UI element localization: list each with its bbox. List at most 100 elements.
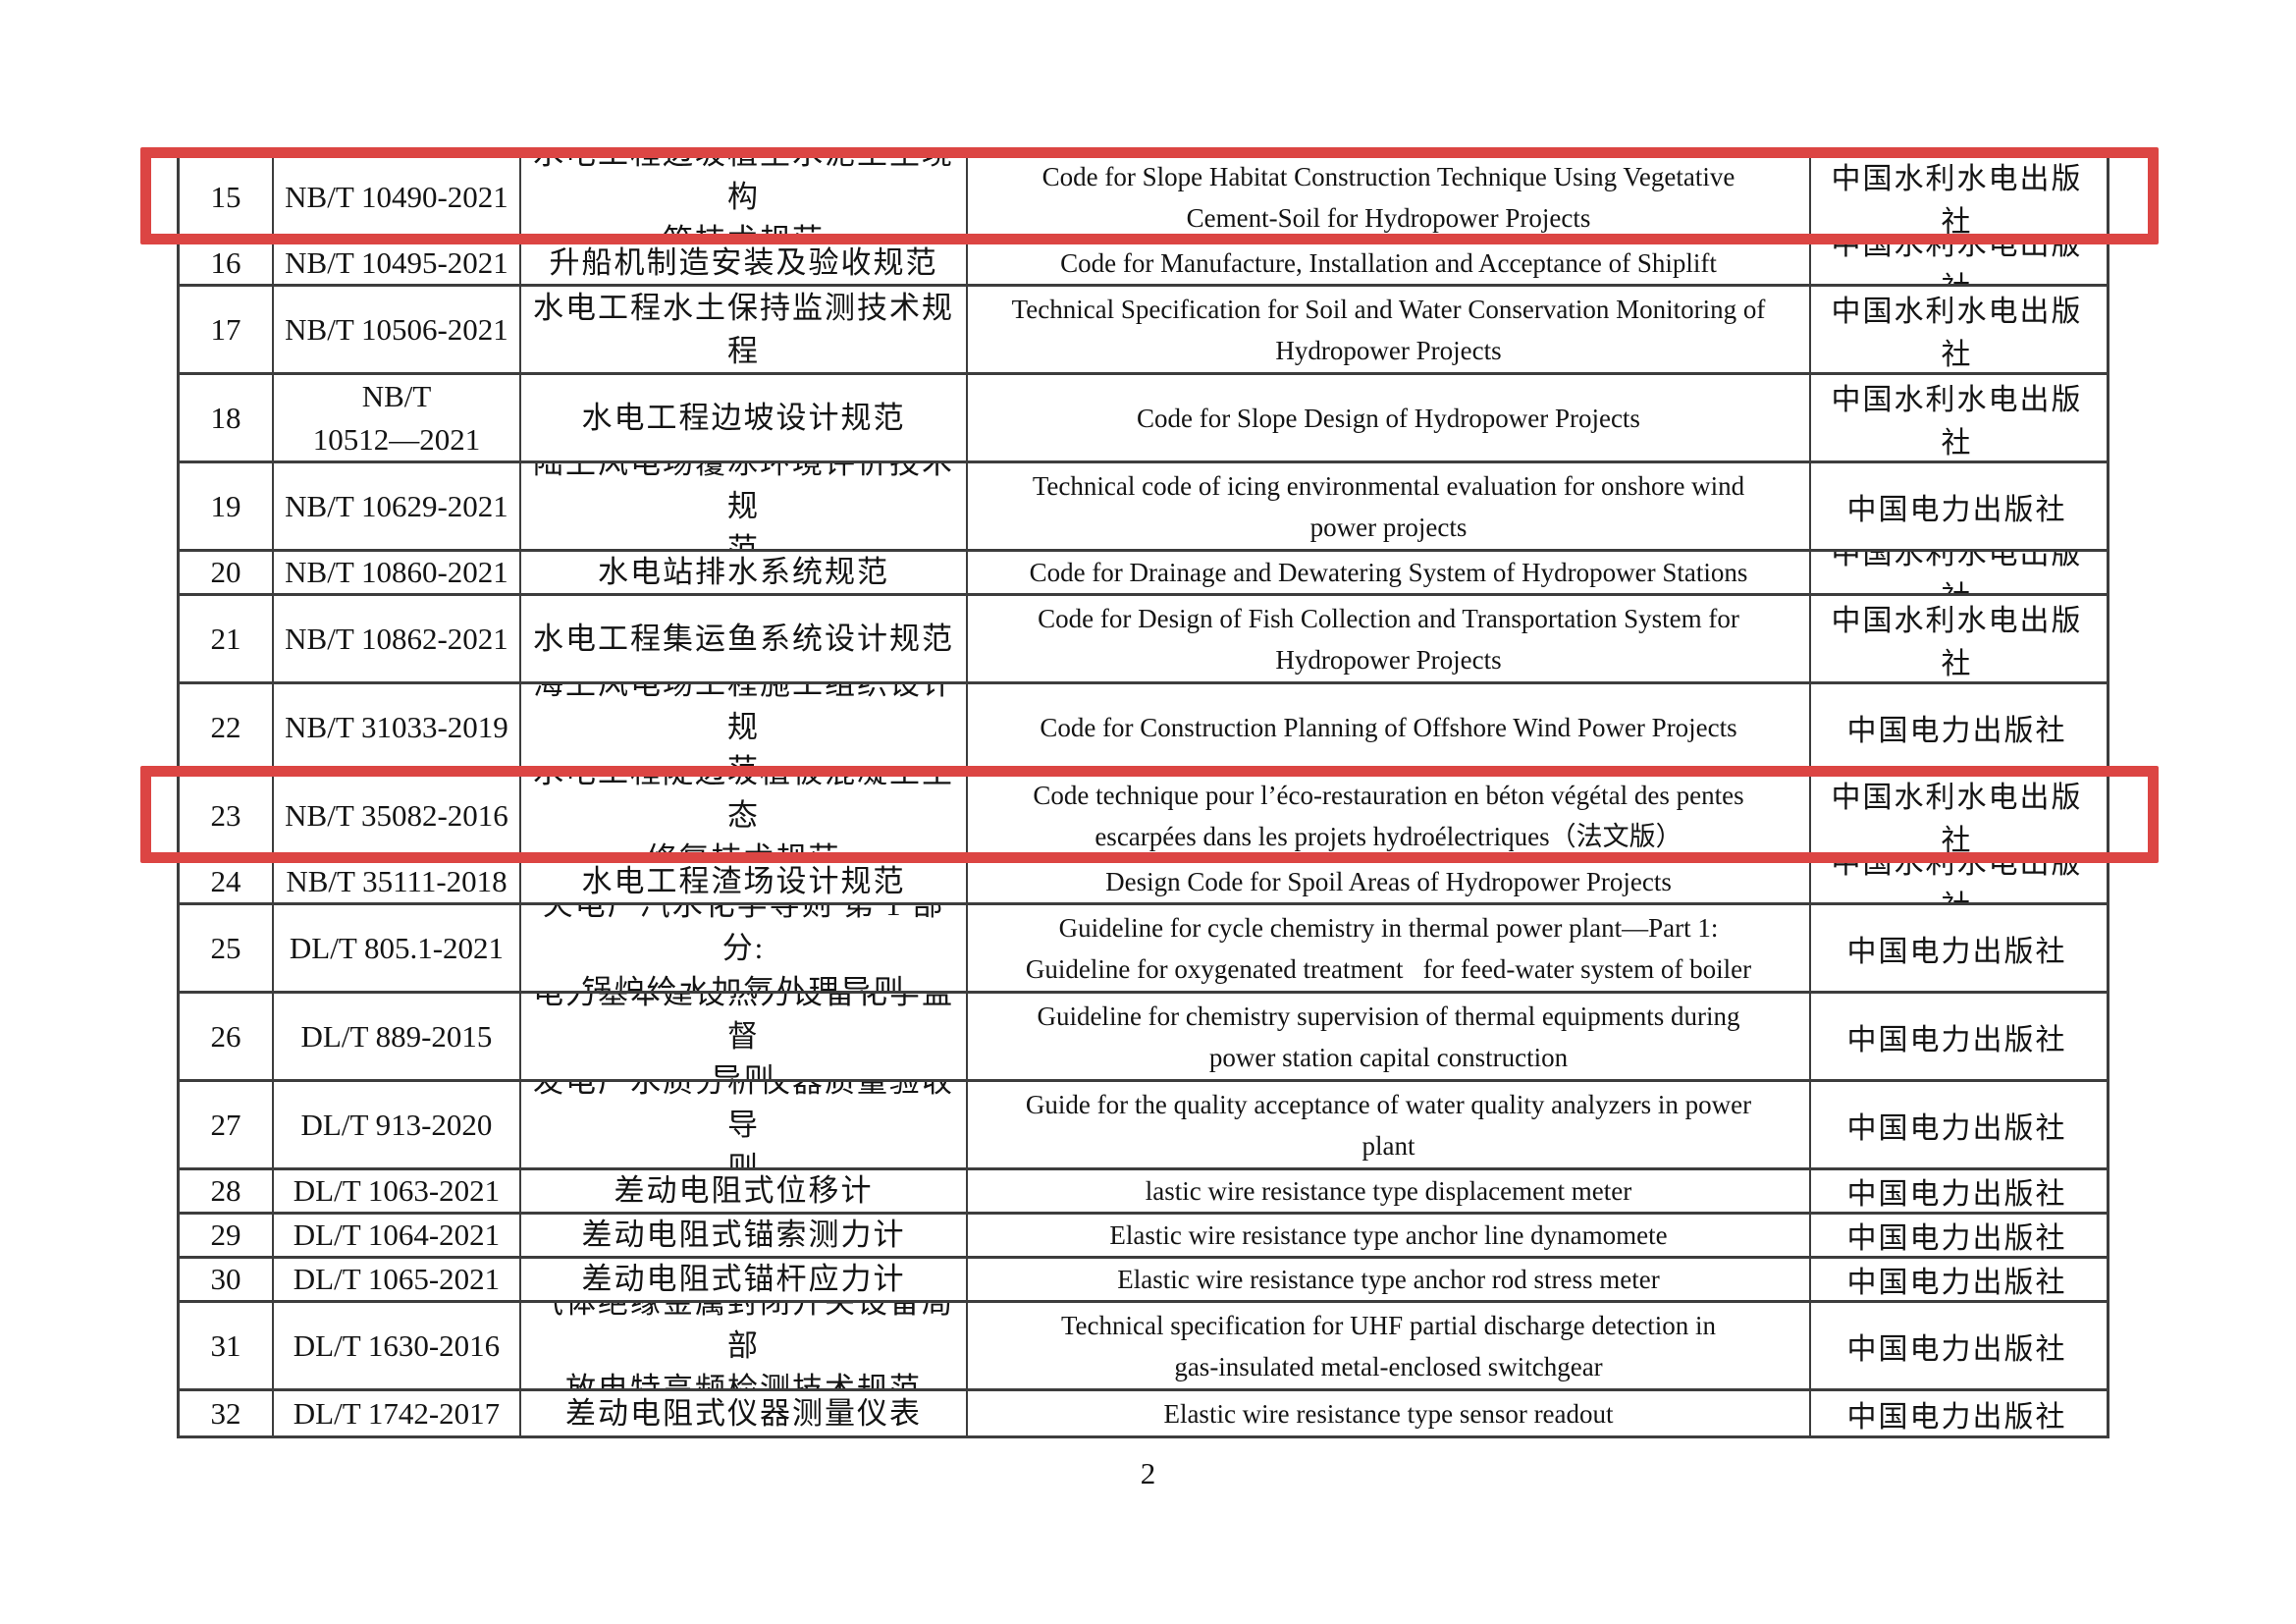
cell-title-english: Technical code of icing environmental ev… (968, 463, 1811, 549)
cell-number: 28 (180, 1170, 274, 1212)
cell-standard-code-line: NB/T 10490-2021 (285, 179, 508, 214)
cell-title-chinese-line: 发电厂水质分析仪器质量验收导 (533, 1082, 952, 1142)
cell-standard-code: NB/T 35082-2016 (274, 773, 521, 858)
cell-title-english-line: Design Code for Spoil Areas of Hydropowe… (1105, 867, 1672, 896)
cell-publisher: 中国水利水电出版社 (1811, 596, 2103, 681)
cell-number-line: 26 (210, 1018, 241, 1054)
cell-publisher-line: 中国电力出版社 (1846, 1111, 2067, 1145)
cell-title-english-line: Guideline for oxygenated treatment for f… (1025, 953, 1752, 984)
cell-title-english-line: Elastic wire resistance type anchor rod … (1117, 1265, 1660, 1294)
cell-number: 22 (180, 684, 274, 770)
cell-standard-code: DL/T 1065-2021 (274, 1259, 521, 1300)
table-row: 32 DL/T 1742-2017 差动电阻式仪器测量仪表 Elastic wire … (180, 1391, 2107, 1435)
cell-title-english: Elastic wire resistance type anchor line… (968, 1215, 1811, 1256)
table-row: 16 NB/T 10495-2021 升船机制造安装及验收规范 Code for Ma… (180, 243, 2107, 287)
cell-title-chinese-line: 气体绝缘金属封闭开关设备局部 (533, 1303, 952, 1363)
cell-publisher-line: 中国电力出版社 (1846, 1267, 2067, 1299)
cell-title-english: Code for Slope Habitat Construction Tech… (968, 154, 1811, 240)
cell-publisher: 中国电力出版社 (1811, 463, 2103, 549)
cell-publisher: 中国水利水电出版社 (1811, 375, 2103, 460)
cell-number: 24 (180, 861, 274, 902)
cell-title-chinese: 火电厂汽水化学导则 第 1 部分: 锅炉给水加氧处理导则 (521, 905, 968, 991)
cell-title-chinese: 水电工程陡边坡植被混凝土生态修复技术规范 (521, 773, 968, 858)
table-row: 17 NB/T 10506-2021 水电工程水土保持监测技术规程 Technical… (180, 287, 2107, 375)
cell-number: 29 (180, 1215, 274, 1256)
cell-title-english-line: Guideline for chemistry supervision of t… (1037, 1001, 1740, 1031)
cell-title-english: Elastic wire resistance type anchor rod … (968, 1259, 1811, 1300)
cell-title-english: Code for Manufacture, Installation and A… (968, 243, 1811, 284)
cell-number-line: 23 (210, 797, 241, 833)
cell-title-chinese-line: 水电工程水土保持监测技术规程 (533, 290, 954, 368)
cell-title-english: Code for Slope Design of Hydropower Proj… (968, 375, 1811, 460)
cell-number-line: 25 (210, 930, 241, 965)
table-row: 18 NB/T 10512—2021 水电工程边坡设计规范 Code for Slope… (180, 375, 2107, 463)
cell-title-english-line: Code for Design of Fish Collection and T… (1038, 603, 1739, 633)
cell-title-chinese-line: 水电工程集运鱼系统设计规范 (533, 621, 954, 656)
cell-number: 17 (180, 287, 274, 372)
cell-number-line: 31 (210, 1327, 241, 1363)
cell-title-english-line: Hydropower Projects (1275, 644, 1502, 675)
cell-title-english-line: lastic wire resistance type displacement… (1145, 1176, 1632, 1206)
cell-publisher-line: 中国水利水电出版社 (1831, 861, 2083, 902)
cell-publisher: 中国水利水电出版社 (1811, 552, 2103, 593)
cell-number-line: 27 (210, 1107, 241, 1142)
cell-title-chinese: 水电工程边坡设计规范 (521, 375, 968, 460)
cell-number-line: 19 (210, 488, 241, 523)
cell-title-english: Code for Drainage and Dewatering System … (968, 552, 1811, 593)
cell-publisher: 中国水利水电出版社 (1811, 861, 2103, 902)
cell-title-chinese-line: 差动电阻式锚杆应力计 (581, 1262, 906, 1296)
cell-number: 15 (180, 154, 274, 240)
cell-number-line: 20 (210, 555, 241, 589)
table-row: 23 NB/T 35082-2016 水电工程陡边坡植被混凝土生态修复技术规范 Cod… (140, 766, 2159, 863)
cell-title-english-line: Elastic wire resistance type anchor line… (1109, 1220, 1668, 1250)
cell-title-english-line: power station capital construction (1208, 1042, 1569, 1072)
cell-title-chinese-line: 范 (727, 531, 760, 550)
cell-standard-code: NB/T 10862-2021 (274, 596, 521, 681)
cell-title-english-line: Code for Slope Habitat Construction Tech… (1041, 161, 1735, 191)
cell-title-chinese: 气体绝缘金属封闭开关设备局部放电特高频检测技术规范 (521, 1303, 968, 1388)
cell-title-english-line: plant (1362, 1130, 1415, 1161)
cell-standard-code-line: DL/T 889-2015 (300, 1018, 493, 1054)
cell-title-chinese: 差动电阻式锚杆应力计 (521, 1259, 968, 1300)
cell-title-english-line: Guide for the quality acceptance of wate… (1025, 1089, 1752, 1119)
cell-publisher: 中国电力出版社 (1811, 905, 2103, 991)
cell-title-english: Code for Design of Fish Collection and T… (968, 596, 1811, 681)
cell-title-chinese-line: 差动电阻式仪器测量仪表 (565, 1395, 922, 1431)
cell-standard-code-line: NB/T 10629-2021 (285, 488, 508, 523)
cell-standard-code: DL/T 889-2015 (274, 994, 521, 1079)
cell-standard-code: NB/T 10629-2021 (274, 463, 521, 549)
cell-standard-code-line: DL/T 913-2020 (300, 1107, 493, 1142)
cell-publisher: 中国水利水电出版社 (1811, 243, 2103, 284)
cell-publisher-line: 中国水利水电出版社 (1831, 781, 2083, 857)
table-row: 24 NB/T 35111-2018 水电工程渣场设计规范 Design Code f… (180, 861, 2107, 905)
table-row: 20 NB/T 10860-2021 水电站排水系统规范 Code for Drain… (180, 552, 2107, 596)
cell-publisher: 中国水利水电出版社 (1811, 773, 2103, 858)
cell-standard-code: DL/T 805.1-2021 (274, 905, 521, 991)
cell-title-english: Technical specification for UHF partial … (968, 1303, 1811, 1388)
cell-number: 27 (180, 1082, 274, 1167)
cell-title-chinese-line: 范 (727, 752, 760, 771)
cell-title-chinese: 水电工程集运鱼系统设计规范 (521, 596, 968, 681)
table-row: 29 DL/T 1064-2021 差动电阻式锚索测力计 Elastic wire r… (180, 1215, 2107, 1259)
cell-number: 31 (180, 1303, 274, 1388)
cell-number: 30 (180, 1259, 274, 1300)
cell-title-chinese-line: 电力基本建设热力设备化学监督 (533, 994, 952, 1054)
cell-publisher-line: 中国电力出版社 (1846, 1332, 2067, 1366)
cell-publisher: 中国水利水电出版社 (1811, 287, 2103, 372)
cell-publisher-line: 中国电力出版社 (1846, 935, 2067, 968)
cell-number-line: 32 (210, 1395, 241, 1431)
cell-title-chinese: 升船机制造安装及验收规范 (521, 243, 968, 284)
cell-title-english: Technical Specification for Soil and Wat… (968, 287, 1811, 372)
cell-publisher: 中国电力出版社 (1811, 1215, 2103, 1256)
cell-standard-code-line: NB/T 10495-2021 (285, 245, 508, 280)
cell-title-chinese-line: 升船机制造安装及验收规范 (549, 245, 938, 280)
cell-number: 20 (180, 552, 274, 593)
cell-number: 19 (180, 463, 274, 549)
cell-standard-code: NB/T 10860-2021 (274, 552, 521, 593)
cell-title-chinese-line: 差动电阻式位移计 (614, 1173, 874, 1208)
cell-number: 16 (180, 243, 274, 284)
table-row: 25 DL/T 805.1-2021 火电厂汽水化学导则 第 1 部分: 锅炉给水加氧… (180, 905, 2107, 994)
cell-title-chinese-line: 水电站排水系统规范 (598, 555, 889, 589)
cell-title-chinese: 差动电阻式位移计 (521, 1170, 968, 1212)
cell-title-english: lastic wire resistance type displacement… (968, 1170, 1811, 1212)
